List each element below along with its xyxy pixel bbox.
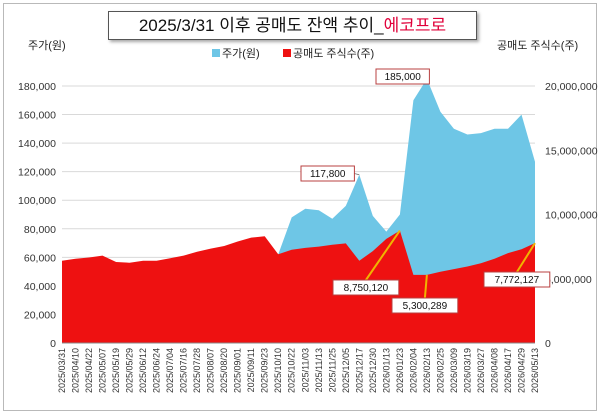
- x-tick-label: 2025/08/07: [206, 348, 216, 393]
- y-left-tick-label: 180,000: [18, 81, 56, 93]
- y-left-tick-label: 20,000: [24, 309, 56, 321]
- y-left-tick-label: 60,000: [24, 252, 56, 264]
- y-left-tick-label: 120,000: [18, 167, 56, 179]
- x-tick-label: 2026/02/04: [408, 348, 418, 393]
- annotation-box: [375, 68, 430, 85]
- x-tick-label: 2025/09/23: [260, 348, 270, 393]
- annotation-label: 5,300,289: [403, 301, 448, 312]
- y-left-tick-label: 140,000: [18, 138, 56, 150]
- annotation-box: [391, 297, 459, 314]
- legend: 주가(원) 공매도 주식수(주): [212, 47, 374, 60]
- x-tick-label: 2025/08/20: [219, 348, 229, 393]
- x-tick-label: 2025/07/04: [165, 348, 175, 393]
- y-left-tick-label: 100,000: [18, 195, 56, 207]
- x-tick-label: 2025/12/05: [341, 348, 351, 393]
- x-tick-label: 2025/11/13: [314, 348, 324, 392]
- x-tick-label: 2025/11/03: [300, 348, 310, 392]
- legend-label-short: 공매도 주식수(주): [293, 47, 374, 60]
- legend-swatch-short: [283, 49, 291, 57]
- x-tick-label: 2026/04/08: [489, 348, 499, 393]
- x-tick-label: 2025/09/11: [246, 348, 256, 392]
- annotation-label: 8,750,120: [344, 283, 389, 294]
- x-tick-label: 2026/01/13: [381, 348, 391, 393]
- chart-title: 2025/3/31 이후 공매도 잔액 추이_에코프로: [108, 11, 477, 40]
- annotation-box: [300, 165, 355, 182]
- data-areas: [62, 78, 535, 344]
- x-tick-label: 2025/06/12: [138, 348, 148, 393]
- x-tick-label: 2025/10/10: [273, 348, 283, 393]
- y-axis-left: 0 20,000 40,000 60,000 80,000 100,000 120,000 1…: [18, 81, 56, 350]
- y-right-tick-label: 0: [545, 338, 551, 350]
- x-tick-label: 2025/05/19: [111, 348, 121, 393]
- legend-label-price: 주가(원): [222, 47, 260, 60]
- y-left-tick-label: 80,000: [24, 224, 56, 236]
- x-tick-label: 2026/03/09: [449, 348, 459, 393]
- y-right-tick-label: 5,000,000: [545, 274, 592, 286]
- short-area: [62, 230, 535, 343]
- annotation-label: 185,000: [385, 72, 422, 83]
- y-axis-left-title: 주가(원): [28, 39, 66, 52]
- legend-swatch-price: [212, 49, 220, 57]
- x-tick-label: 2025/05/29: [125, 348, 135, 393]
- x-tick-label: 2025/06/24: [152, 348, 162, 393]
- x-tick-label: 2026/05/13: [530, 348, 540, 393]
- annotation-callout-line: [423, 274, 428, 299]
- chart-title-text: 2025/3/31 이후 공매도 잔액 추이_: [138, 16, 384, 35]
- y-right-tick-label: 10,000,000: [545, 210, 598, 222]
- y-left-tick-label: 0: [50, 338, 56, 350]
- x-tick-label: 2026/01/23: [395, 348, 405, 393]
- annotation-label: 7,772,127: [495, 275, 540, 286]
- x-tick-label: 2025/04/10: [71, 348, 81, 393]
- annotation-label: 117,800: [310, 169, 346, 180]
- x-tick-label: 2026/03/19: [462, 348, 472, 393]
- annotation-callout-line: [516, 242, 536, 273]
- x-tick-label: 2026/04/29: [516, 348, 526, 393]
- x-tick-label: 2026/02/13: [422, 348, 432, 393]
- x-tick-label: 2025/12/17: [354, 348, 364, 393]
- x-tick-label: 2026/02/25: [435, 348, 445, 393]
- y-left-tick-label: 160,000: [18, 110, 56, 122]
- y-axis-right: 0 5,000,000 10,000,000 15,000,000 20,000,000: [545, 81, 598, 350]
- y-right-tick-label: 20,000,000: [545, 81, 598, 93]
- x-tick-label: 2025/10/22: [287, 348, 297, 393]
- x-axis-labels: 2025/03/31 2025/04/10 2025/04/22 2025/05/07…: [57, 348, 540, 393]
- y-left-tick-label: 40,000: [24, 281, 56, 293]
- y-axis-right-title: 공매도 주식수(주): [497, 39, 578, 52]
- chart-title-highlight: 에코프로: [383, 16, 447, 35]
- x-tick-label: 2025/07/16: [179, 348, 189, 393]
- x-tick-label: 2025/12/30: [368, 348, 378, 393]
- annotation-leader: [354, 173, 360, 176]
- x-tick-label: 2025/03/31: [57, 348, 67, 393]
- annotation-box: [483, 271, 551, 288]
- x-tick-label: 2025/04/22: [84, 348, 94, 393]
- y-right-tick-label: 15,000,000: [545, 145, 598, 157]
- x-tick-label: 2025/05/07: [98, 348, 108, 393]
- x-tick-label: 2026/03/27: [476, 348, 486, 393]
- annotations: 185,000 117,800 8,750,120 5,300,289 7,772,12…: [300, 68, 551, 314]
- x-tick-label: 2026/04/17: [503, 348, 513, 393]
- x-tick-label: 2025/09/01: [233, 348, 243, 393]
- x-tick-label: 2025/11/25: [327, 348, 337, 392]
- x-tick-label: 2025/07/28: [192, 348, 202, 393]
- annotation-box: [332, 279, 400, 296]
- annotation-callout-line: [365, 229, 401, 281]
